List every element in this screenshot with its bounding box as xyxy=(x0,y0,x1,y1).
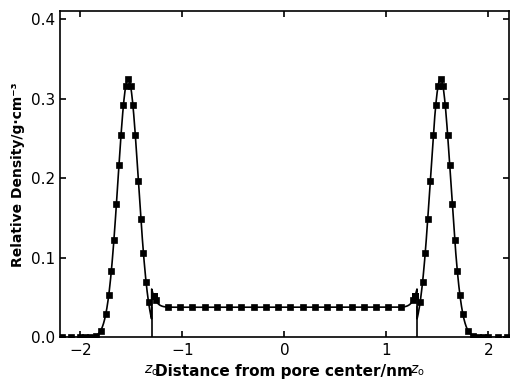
Text: $z_{\rm o}$: $z_{\rm o}$ xyxy=(144,364,159,378)
X-axis label: Distance from pore center/nm: Distance from pore center/nm xyxy=(155,364,413,379)
Y-axis label: Relative Density/g·cm⁻³: Relative Density/g·cm⁻³ xyxy=(11,82,25,267)
Text: $z_{\rm o}$: $z_{\rm o}$ xyxy=(410,364,424,378)
